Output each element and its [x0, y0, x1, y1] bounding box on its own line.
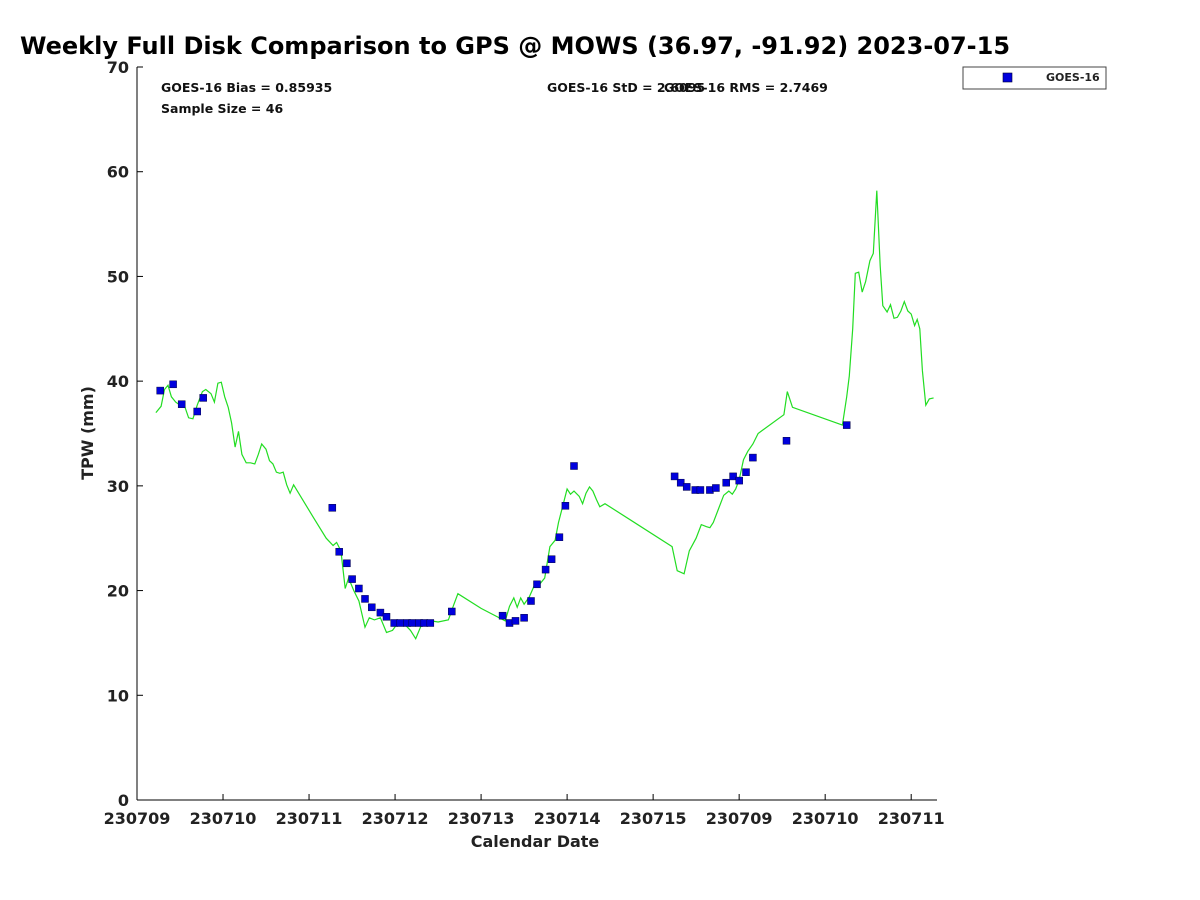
plot-area	[136, 67, 937, 801]
scatter-point-goes-16	[426, 619, 435, 627]
y-axis-label: TPW (mm)	[78, 386, 97, 480]
scatter-point-goes-16	[335, 548, 343, 556]
y-tick-label: 10	[107, 686, 129, 705]
y-tick-label: 20	[107, 582, 129, 601]
scatter-point-goes-16	[722, 478, 730, 487]
y-tick-label: 0	[118, 791, 129, 810]
scatter-point-goes-16	[343, 559, 351, 568]
x-tick-label: 230713	[448, 809, 515, 828]
sample-size-annotation: Sample Size = 46	[161, 101, 283, 116]
stats-annotations: GOES-16 Bias = 0.85935 Sample Size = 46 …	[161, 80, 828, 116]
scatter-point-goes-16	[348, 575, 356, 583]
x-tick-label: 230714	[534, 809, 601, 828]
x-tick-label: 230710	[190, 809, 257, 828]
scatter-point-goes-16	[682, 483, 691, 491]
legend-entry-goes-16: GOES-16	[1046, 71, 1100, 84]
scatter-point-goes-16	[156, 386, 164, 395]
scatter-point-goes-16	[169, 380, 177, 389]
scatter-point-goes-16	[527, 597, 535, 605]
y-tick-label: 70	[107, 58, 129, 77]
chart-title: Weekly Full Disk Comparison to GPS @ MOW…	[20, 32, 1010, 60]
y-tick-label: 40	[107, 372, 129, 391]
scatter-point-goes-16	[541, 565, 550, 574]
scatter-point-goes-16	[555, 533, 564, 541]
scatter-point-goes-16	[328, 504, 337, 512]
bias-annotation: GOES-16 Bias = 0.85935	[161, 80, 332, 95]
x-axis-label: Calendar Date	[471, 832, 600, 851]
y-tick-label: 60	[107, 163, 129, 182]
scatter-point-goes-16	[842, 421, 851, 429]
scatter-point-goes-16	[511, 617, 520, 625]
scatter-point-goes-16	[782, 437, 791, 445]
std-annotation: GOES-16 StD = 2.6095	[547, 80, 705, 95]
x-tick-label: 230709	[706, 809, 773, 828]
scatter-point-goes-16	[729, 472, 737, 481]
scatter-point-goes-16	[199, 394, 207, 402]
x-tick-label: 230715	[620, 809, 687, 828]
scatter-point-goes-16	[368, 603, 376, 612]
y-tick-label: 50	[107, 267, 129, 286]
scatter-point-goes-16	[355, 584, 363, 593]
scatter-point-goes-16	[520, 614, 528, 622]
x-tick-label: 230711	[878, 809, 945, 828]
scatter-point-goes-16	[547, 555, 556, 563]
x-tick-label: 230711	[276, 809, 343, 828]
scatter-point-goes-16	[570, 462, 578, 470]
scatter-point-goes-16	[448, 607, 456, 616]
legend-marker	[1002, 72, 1013, 83]
scatter-point-goes-16	[742, 468, 750, 476]
scatter-point-goes-16	[533, 580, 541, 589]
series-line-gps	[155, 190, 934, 641]
scatter-point-goes-16	[735, 476, 743, 485]
legend: GOES-16	[962, 66, 1107, 90]
scatter-point-goes-16	[408, 619, 417, 627]
scatter-point-goes-16	[396, 619, 404, 627]
scatter-point-goes-16	[670, 472, 679, 481]
y-axis-ticks: 0 10 20 30 40 50 60 70	[107, 58, 143, 810]
scatter-point-goes-16	[498, 611, 507, 620]
rms-annotation: GOES-16 RMS = 2.7469	[664, 80, 828, 95]
y-tick-label: 30	[107, 477, 129, 496]
x-tick-label: 230710	[792, 809, 859, 828]
scatter-point-goes-16	[361, 595, 369, 603]
scatter-point-goes-16	[676, 478, 685, 487]
x-tick-label: 230712	[362, 809, 429, 828]
scatter-point-goes-16	[382, 613, 391, 621]
scatter-point-goes-16	[376, 608, 385, 617]
scatter-point-goes-16	[696, 486, 705, 494]
scatter-point-goes-16	[193, 407, 201, 416]
scatter-point-goes-16	[749, 453, 757, 462]
legend-box	[962, 66, 1107, 90]
x-tick-label: 230709	[104, 809, 171, 828]
series-layer	[155, 190, 934, 641]
x-axis-ticks: 230709 230710 230711 230712 230713 230714 2307…	[104, 794, 945, 828]
scatter-point-goes-16	[561, 502, 570, 510]
scatter-point-goes-16	[712, 484, 720, 492]
scatter-point-goes-16	[177, 400, 186, 408]
